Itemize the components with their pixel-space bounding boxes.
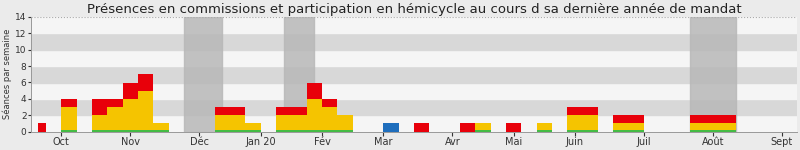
Bar [30,50,798,66]
Bar [30,17,798,33]
Bar [30,33,798,50]
Bar [284,17,314,132]
Bar [30,82,798,99]
Bar [30,115,798,132]
Bar [30,66,798,83]
Bar [30,99,798,115]
Bar [690,17,736,132]
Bar [184,17,222,132]
Y-axis label: Séances par semaine: Séances par semaine [2,29,12,120]
Title: Présences en commissions et participation en hémicycle au cours d sa dernière an: Présences en commissions et participatio… [86,3,742,16]
